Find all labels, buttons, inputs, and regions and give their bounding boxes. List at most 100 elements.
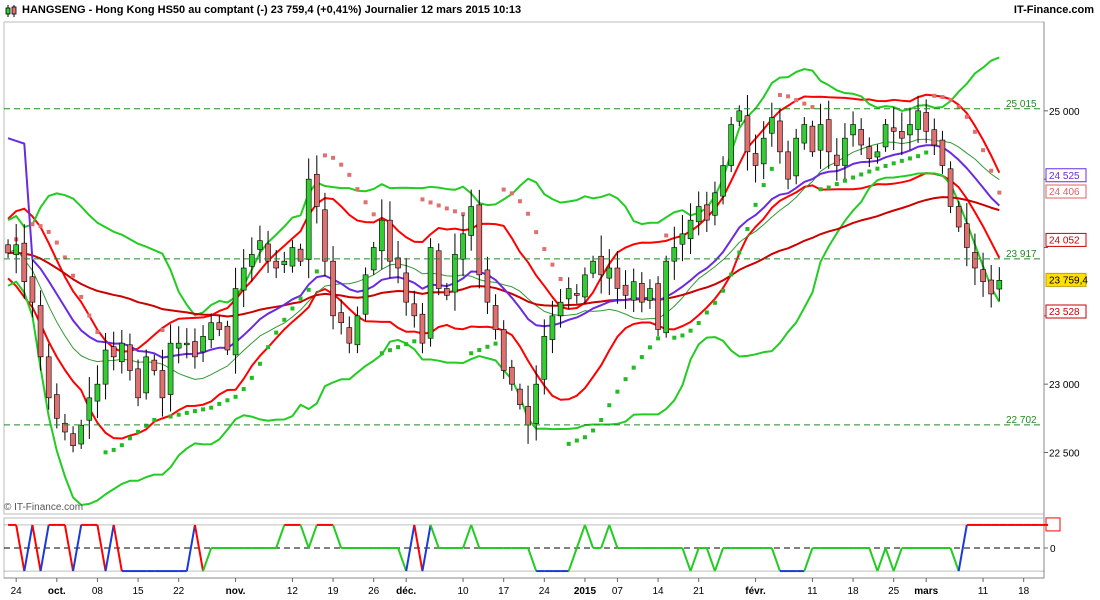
oscillator-segment [527,547,538,572]
sar-dot [647,345,652,350]
x-tick-label: 15 [133,586,145,597]
oscillator-segment [39,524,50,572]
candle-body [281,260,288,266]
sar-dot [62,255,67,260]
sar-dot [924,150,929,155]
candle-body [476,204,483,276]
candle-body [411,303,418,317]
candle-body [45,356,52,399]
sar-dot [249,375,254,380]
candle-body [557,301,564,317]
candle-body [13,244,19,255]
oscillator-segment [72,524,83,572]
oscillator-segment [681,547,692,572]
oscillator-segment [185,524,196,572]
sar-dot [412,339,417,344]
price-label-text: 23 759,4 [1049,275,1088,286]
candle-body [240,267,247,291]
candle-body [606,267,613,279]
sar-dot [30,222,35,227]
candle-body [249,254,255,267]
sar-dot [119,443,124,448]
candle-body [387,219,393,262]
sar-dot [241,387,246,392]
candle-body [102,349,109,385]
candle-body [354,315,361,346]
candle-body [825,119,832,153]
brand-label[interactable]: IT-Finance.com [1013,4,1094,16]
sar-dot [209,405,214,410]
oscillator-y-tick-label: 0 [1050,544,1056,555]
candle-body [720,165,726,197]
candle-body [403,272,409,303]
sar-dot [152,417,157,422]
candle-body [273,260,279,269]
bollinger-upper-line [7,56,1000,317]
sar-dot [160,328,165,333]
sar-dot [875,166,880,171]
candle-body [809,125,816,153]
sar-dot [696,321,701,326]
sar-dot [656,336,661,341]
candle-body [192,341,198,358]
candle-body [322,209,328,262]
x-tick-label: 18 [848,586,860,597]
sar-dot [672,335,677,340]
candle-body [931,129,938,146]
sar-dot [444,206,449,211]
sar-dot [542,247,547,252]
sar-dot [396,345,401,350]
candle-body [232,288,239,356]
x-tick-label: 19 [328,586,340,597]
candle-body [184,342,190,346]
sar-dot [371,212,376,217]
x-tick-label: 2015 [574,586,597,597]
sar-dot [907,156,912,161]
sar-dot [769,166,774,171]
candle-body [257,240,263,250]
price-label-box [1045,304,1087,319]
sar-dot [753,202,758,207]
oscillator-segment [63,524,75,572]
candle-body [362,274,369,315]
x-tick-label: 10 [458,586,470,597]
sar-dot [233,394,238,399]
oscillator-segment [583,524,595,549]
candle-body [793,137,799,177]
sar-dot [493,341,498,346]
sar-dot [379,351,384,356]
sar-dot [948,98,953,103]
sar-dot [631,365,636,370]
moving-average-red-line [8,196,1000,318]
sar-dot [79,294,84,299]
oscillator-segment [575,524,586,549]
oscillator-segment [608,524,619,549]
sar-dot [664,233,669,238]
candle-body [842,137,848,166]
candle-body [151,359,158,371]
candle-body [468,206,474,236]
sar-dot [87,313,92,318]
oscillator-segment [567,547,578,572]
candle-body [460,233,466,260]
sar-dot [322,153,327,158]
sar-dot [940,94,945,99]
level-label: 25 015 [1006,99,1037,110]
price-label-text: 24 525 [1049,171,1080,182]
x-tick-label: 22 [173,586,185,597]
sar-dot [485,344,490,349]
level-label: 23 917 [1006,249,1037,260]
oscillator-segment [892,547,903,572]
candle-body [882,124,889,148]
candle-body [94,383,101,402]
candle-body [62,422,68,433]
candle-body [419,313,426,344]
sar-dot [851,175,856,180]
sar-dot [867,169,872,174]
sar-dot [225,398,230,403]
candle-body [687,219,694,240]
sar-dot [956,104,961,109]
sar-dot [639,355,644,360]
sar-dot [347,172,352,177]
